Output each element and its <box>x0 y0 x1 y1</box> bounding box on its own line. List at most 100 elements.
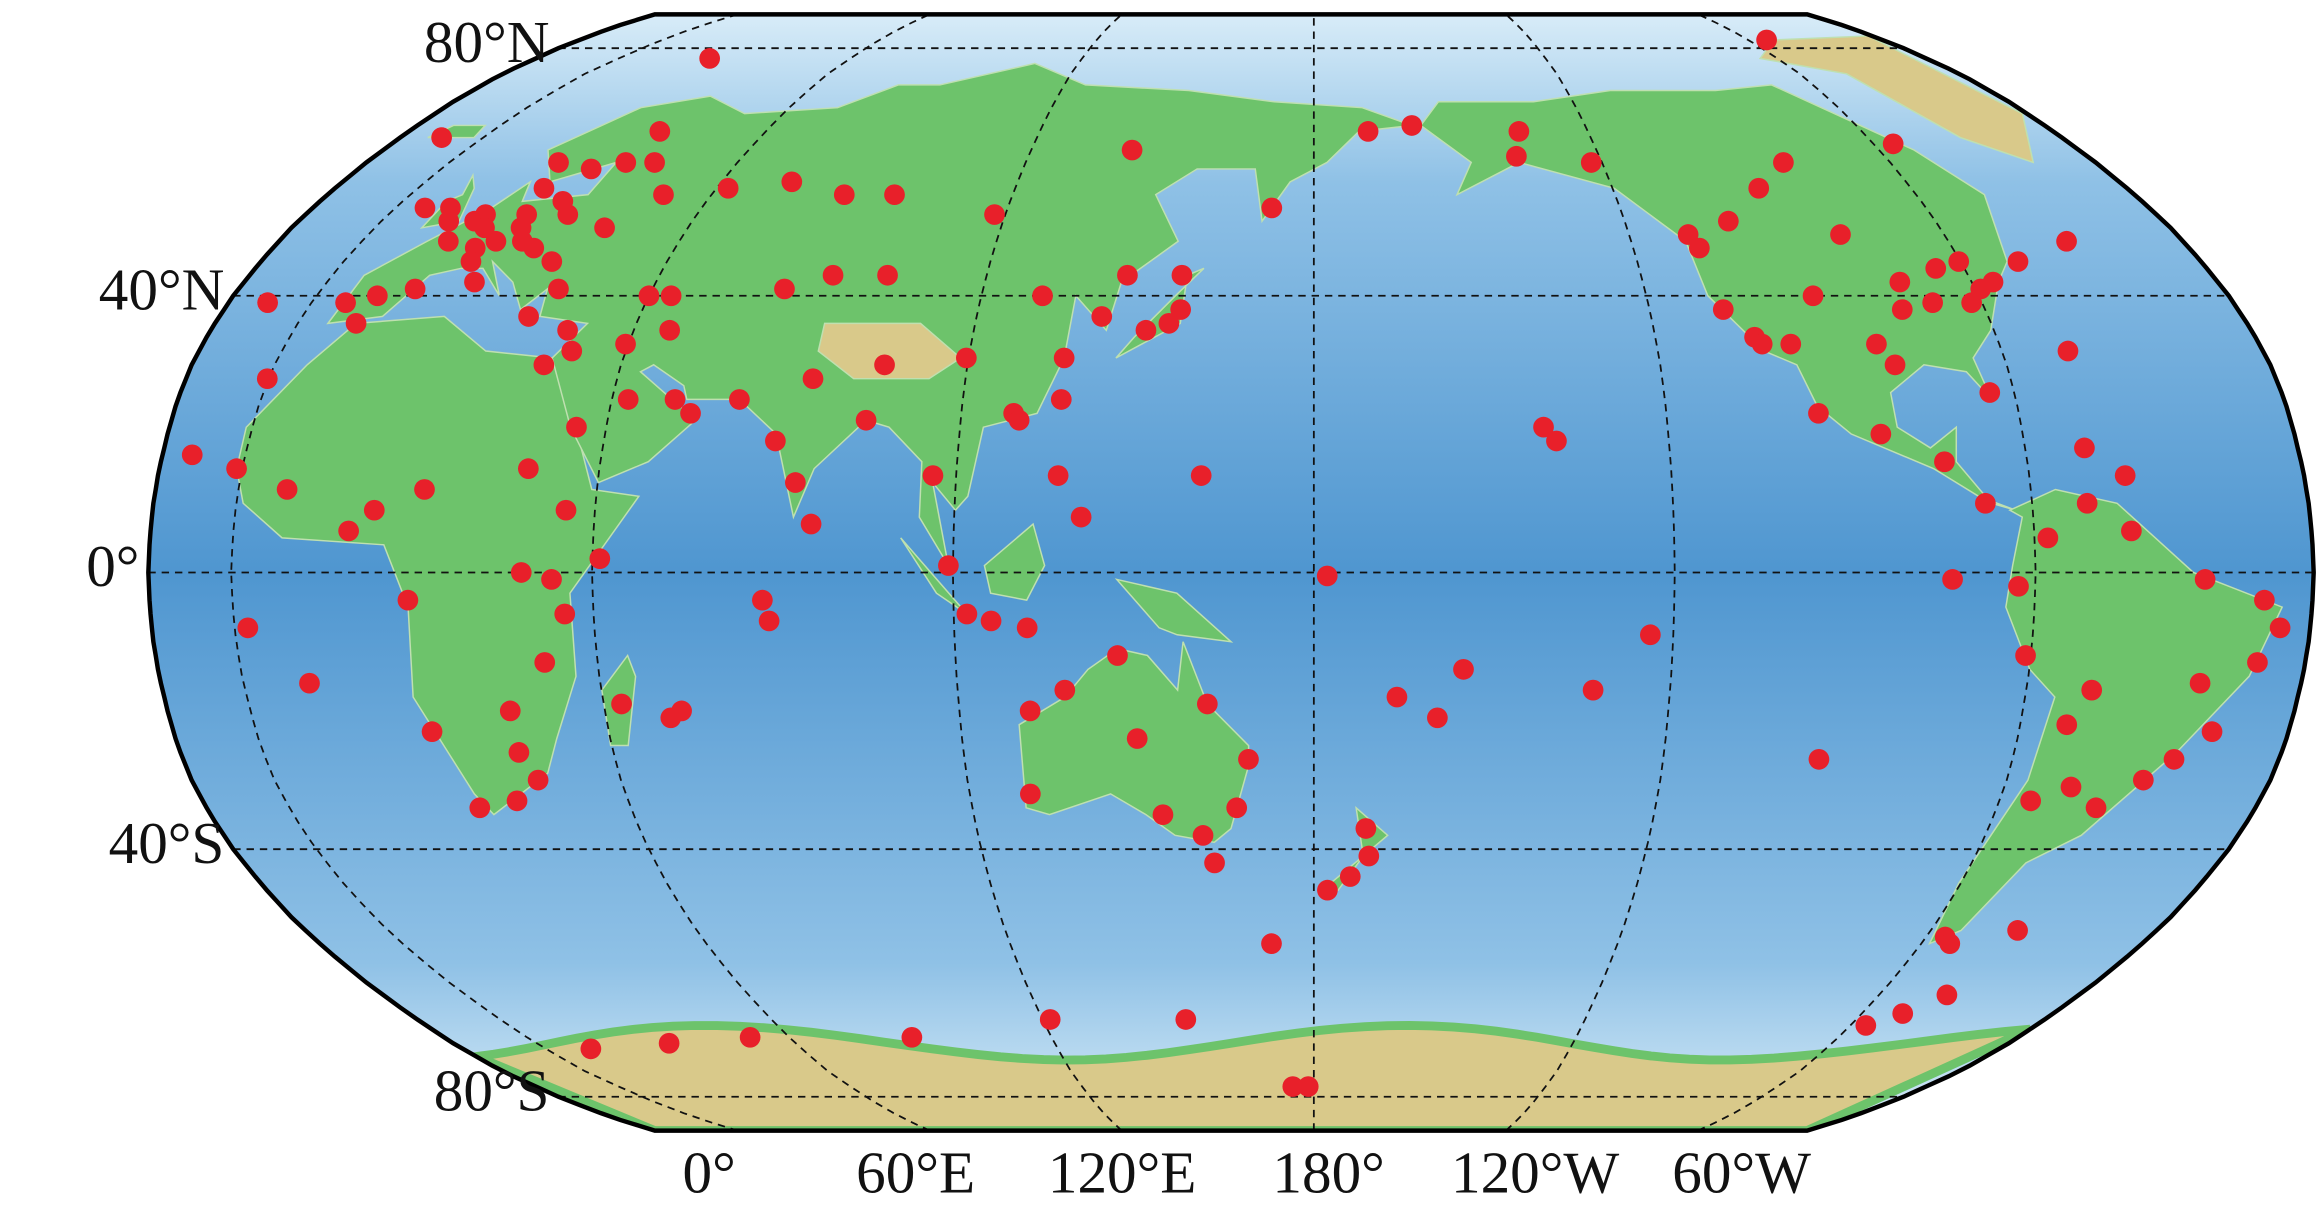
station <box>1889 271 1911 293</box>
station <box>660 707 682 729</box>
station <box>1016 617 1038 639</box>
land <box>1114 578 1234 643</box>
station <box>523 237 545 259</box>
station <box>980 610 1002 632</box>
station <box>421 721 443 743</box>
station <box>1032 285 1053 307</box>
station <box>901 1026 923 1048</box>
station <box>557 204 579 225</box>
plateau <box>817 322 962 380</box>
station <box>1158 313 1180 334</box>
station <box>548 278 569 300</box>
station <box>1070 506 1092 528</box>
station <box>1135 319 1157 341</box>
station <box>2020 790 2042 812</box>
station <box>717 177 739 199</box>
station <box>1196 693 1218 715</box>
station <box>1808 748 1830 770</box>
station <box>485 230 507 252</box>
station <box>1357 121 1379 142</box>
station <box>955 347 977 369</box>
station <box>1091 306 1113 327</box>
station <box>644 152 665 173</box>
station <box>1717 210 1739 232</box>
station <box>1261 197 1283 219</box>
station <box>1019 700 1041 722</box>
lon-grid-line <box>591 14 931 1131</box>
station <box>1982 271 2004 293</box>
station <box>802 368 824 390</box>
station <box>534 652 556 673</box>
station <box>345 313 367 334</box>
station <box>363 499 385 521</box>
station <box>1748 177 1770 199</box>
lon-label: 120°W <box>1451 1140 1619 1206</box>
station <box>615 152 637 173</box>
station <box>660 285 682 307</box>
station <box>499 700 521 722</box>
station <box>1126 728 1148 749</box>
station <box>638 285 660 307</box>
station <box>2056 714 2078 736</box>
station <box>1891 299 1913 320</box>
station <box>855 409 877 431</box>
station <box>506 790 528 812</box>
station <box>335 292 356 314</box>
station <box>1712 299 1734 320</box>
land <box>235 315 641 816</box>
station <box>1053 347 1075 369</box>
station <box>739 1026 761 1048</box>
station <box>2057 340 2079 362</box>
station <box>1117 264 1138 286</box>
station <box>1870 423 1892 445</box>
station <box>659 319 681 341</box>
station <box>1866 333 1887 355</box>
station <box>510 562 532 583</box>
station <box>617 389 639 410</box>
station <box>518 458 539 480</box>
station <box>1317 879 1338 901</box>
station <box>1508 121 1530 142</box>
station <box>1979 382 2001 403</box>
station <box>561 340 583 362</box>
station <box>2085 797 2107 819</box>
station <box>1751 333 1773 355</box>
station <box>1830 224 1851 245</box>
land <box>900 537 968 615</box>
station <box>1039 1009 1061 1030</box>
station <box>431 127 452 148</box>
station <box>464 271 485 293</box>
station <box>758 610 780 632</box>
station <box>1358 845 1380 867</box>
station <box>1506 145 1527 167</box>
station <box>1942 569 1963 590</box>
station <box>2269 617 2291 639</box>
station <box>397 589 419 611</box>
station <box>1922 292 1944 314</box>
station <box>956 603 978 625</box>
station <box>1171 264 1193 286</box>
station <box>589 548 611 569</box>
station <box>1808 402 1829 424</box>
station <box>1546 430 1567 452</box>
station <box>1925 258 1947 279</box>
lon-label: 120°E <box>1048 1140 1197 1206</box>
station <box>2194 569 2216 590</box>
station <box>594 217 615 239</box>
station <box>1934 451 1955 473</box>
station <box>2247 652 2268 673</box>
station <box>1170 299 1192 320</box>
station <box>1020 783 1041 805</box>
station <box>469 797 491 819</box>
station <box>2076 492 2098 514</box>
station <box>2132 769 2154 791</box>
station <box>557 319 578 341</box>
station <box>1152 804 1174 826</box>
station <box>729 389 750 410</box>
station <box>2121 520 2142 542</box>
station <box>1773 152 1794 173</box>
station <box>580 1038 602 1060</box>
station <box>1050 389 1072 410</box>
station <box>2074 437 2095 459</box>
station <box>2081 679 2103 701</box>
